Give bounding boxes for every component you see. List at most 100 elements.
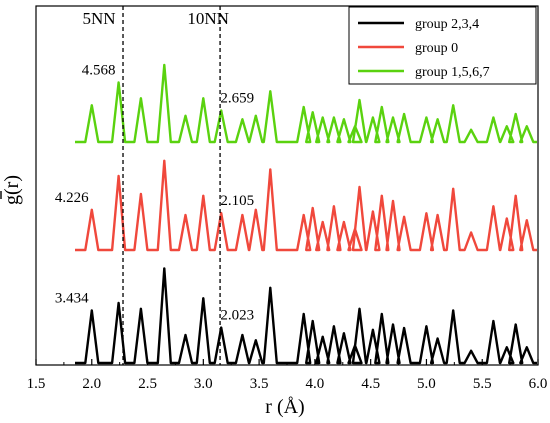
x-tick-label-2: 2.5: [138, 376, 157, 392]
series-1-peak-11: [311, 207, 314, 209]
series-2-peak-17: [371, 116, 374, 119]
series-0-peak-15: [354, 344, 356, 347]
series-1-peak-5: [202, 194, 205, 197]
series-0-peak-10: [302, 313, 305, 315]
series-2-peak-25: [492, 116, 495, 119]
series-0-peak-4: [184, 334, 187, 336]
series-0-peak-17: [371, 328, 374, 331]
peak-annotation-2-0: 4.568: [82, 63, 116, 79]
series-2-peak-28: [525, 125, 528, 128]
x-tick-label-4: 3.5: [250, 376, 269, 392]
x-tick-label-3: 3.0: [194, 376, 213, 392]
series-0-peak-19: [392, 323, 394, 326]
series-1-peak-15: [354, 228, 356, 230]
series-2-peak-14: [342, 118, 345, 121]
series-2-peak-3: [163, 64, 166, 66]
series-0-peak-12: [321, 335, 324, 338]
series-2-peak-24: [470, 128, 473, 131]
series-1-peak-8: [254, 208, 257, 211]
series-2-peak-7: [241, 118, 244, 121]
legend-label-0: group 2,3,4: [415, 17, 479, 32]
series-2-peak-8: [254, 114, 257, 117]
series-0-peak-7: [241, 334, 244, 336]
peak-annotation-1-1: 2.105: [220, 193, 254, 209]
series-2-peak-21: [425, 116, 428, 119]
series-2-peak-15: [354, 125, 356, 128]
x-tick-label-5: 4.0: [306, 376, 325, 392]
series-1-peak-2: [139, 193, 142, 195]
series-2-peak-22: [436, 118, 439, 121]
series-1-peak-3: [163, 159, 166, 162]
series-2-peak-27: [514, 113, 517, 115]
y-axis-title: g(r): [1, 175, 23, 205]
x-tick-label-0: 1.5: [27, 376, 46, 392]
series-2-peak-19: [392, 116, 394, 119]
peak-annotation-0-0: 3.434: [55, 291, 89, 307]
series-1-peak-18: [380, 194, 383, 197]
series-0-peak-25: [492, 320, 495, 322]
series-1-peak-1: [117, 175, 120, 177]
series-0-peak-16: [358, 307, 361, 310]
series-2-peak-13: [332, 116, 335, 119]
x-tick-label-9: 6.0: [529, 376, 548, 392]
series-1-peak-19: [392, 200, 394, 202]
legend: group 2,3,4 group 0 group 1,5,6,7: [348, 6, 537, 85]
series-0-peak-20: [403, 327, 406, 329]
series-line-0: [75, 267, 537, 365]
series-1-peak-13: [332, 205, 335, 208]
legend-label-1: group 0: [415, 41, 458, 56]
series-2-peak-9: [269, 90, 272, 93]
series-1-peak-21: [425, 212, 428, 215]
series-line-1: [75, 159, 537, 252]
y-axis-title-group: g(r): [0, 175, 23, 205]
series-2-peak-26: [505, 125, 508, 128]
series-1-peak-12: [321, 221, 324, 223]
series-2-peak-11: [311, 111, 314, 114]
series-2-peak-0: [90, 104, 93, 107]
series-1-peak-28: [525, 219, 528, 222]
series-0-peak-1: [117, 302, 120, 304]
series-0-peak-22: [436, 337, 439, 340]
series-2-peak-2: [139, 97, 142, 100]
x-tick-label-1: 2.0: [82, 376, 101, 392]
series-1-peak-4: [184, 214, 187, 216]
x-tick-label-6: 4.5: [361, 376, 380, 392]
ref-label-5NN: 5NN: [82, 9, 115, 28]
series-1-peak-23: [452, 187, 455, 190]
series-1-peak-27: [514, 194, 517, 197]
series-1-peak-26: [505, 217, 508, 220]
series-2-peak-20: [403, 113, 406, 115]
series-2-peak-18: [380, 106, 383, 108]
series-0-peak-28: [525, 346, 528, 349]
series-1-peak-0: [90, 208, 93, 211]
series-1-peak-22: [436, 214, 439, 216]
x-tick-label-7: 5.0: [417, 376, 436, 392]
series-1-peak-16: [358, 186, 361, 188]
series-1-peak-14: [342, 221, 345, 223]
series-2-peak-4: [184, 114, 187, 117]
series-1-peak-24: [470, 231, 473, 234]
series-1-peak-20: [403, 215, 406, 218]
x-tick-label-8: 5.5: [473, 376, 492, 392]
series-0-peak-21: [425, 325, 428, 328]
series-2-peak-10: [302, 106, 305, 108]
series-0-peak-18: [380, 313, 383, 315]
series-0-peak-23: [452, 309, 455, 312]
series-0-peak-9: [269, 286, 272, 289]
series-1-peak-10: [302, 214, 305, 216]
series-0-peak-2: [139, 307, 142, 310]
series-0-peak-3: [163, 267, 166, 270]
series-2-peak-23: [452, 104, 455, 107]
series-0-peak-27: [514, 323, 517, 326]
ref-label-10NN: 10NN: [187, 9, 229, 28]
series-1-peak-7: [241, 214, 244, 216]
peak-annotation-1-0: 4.226: [55, 190, 89, 206]
series-1-peak-9: [269, 168, 272, 171]
series-0-peak-26: [505, 346, 508, 349]
series-2-peak-1: [117, 81, 120, 84]
series-0-peak-14: [342, 332, 345, 335]
x-axis-title: r (Å): [265, 396, 304, 418]
series-2-peak-12: [321, 116, 324, 119]
series-0-peak-11: [311, 320, 314, 322]
